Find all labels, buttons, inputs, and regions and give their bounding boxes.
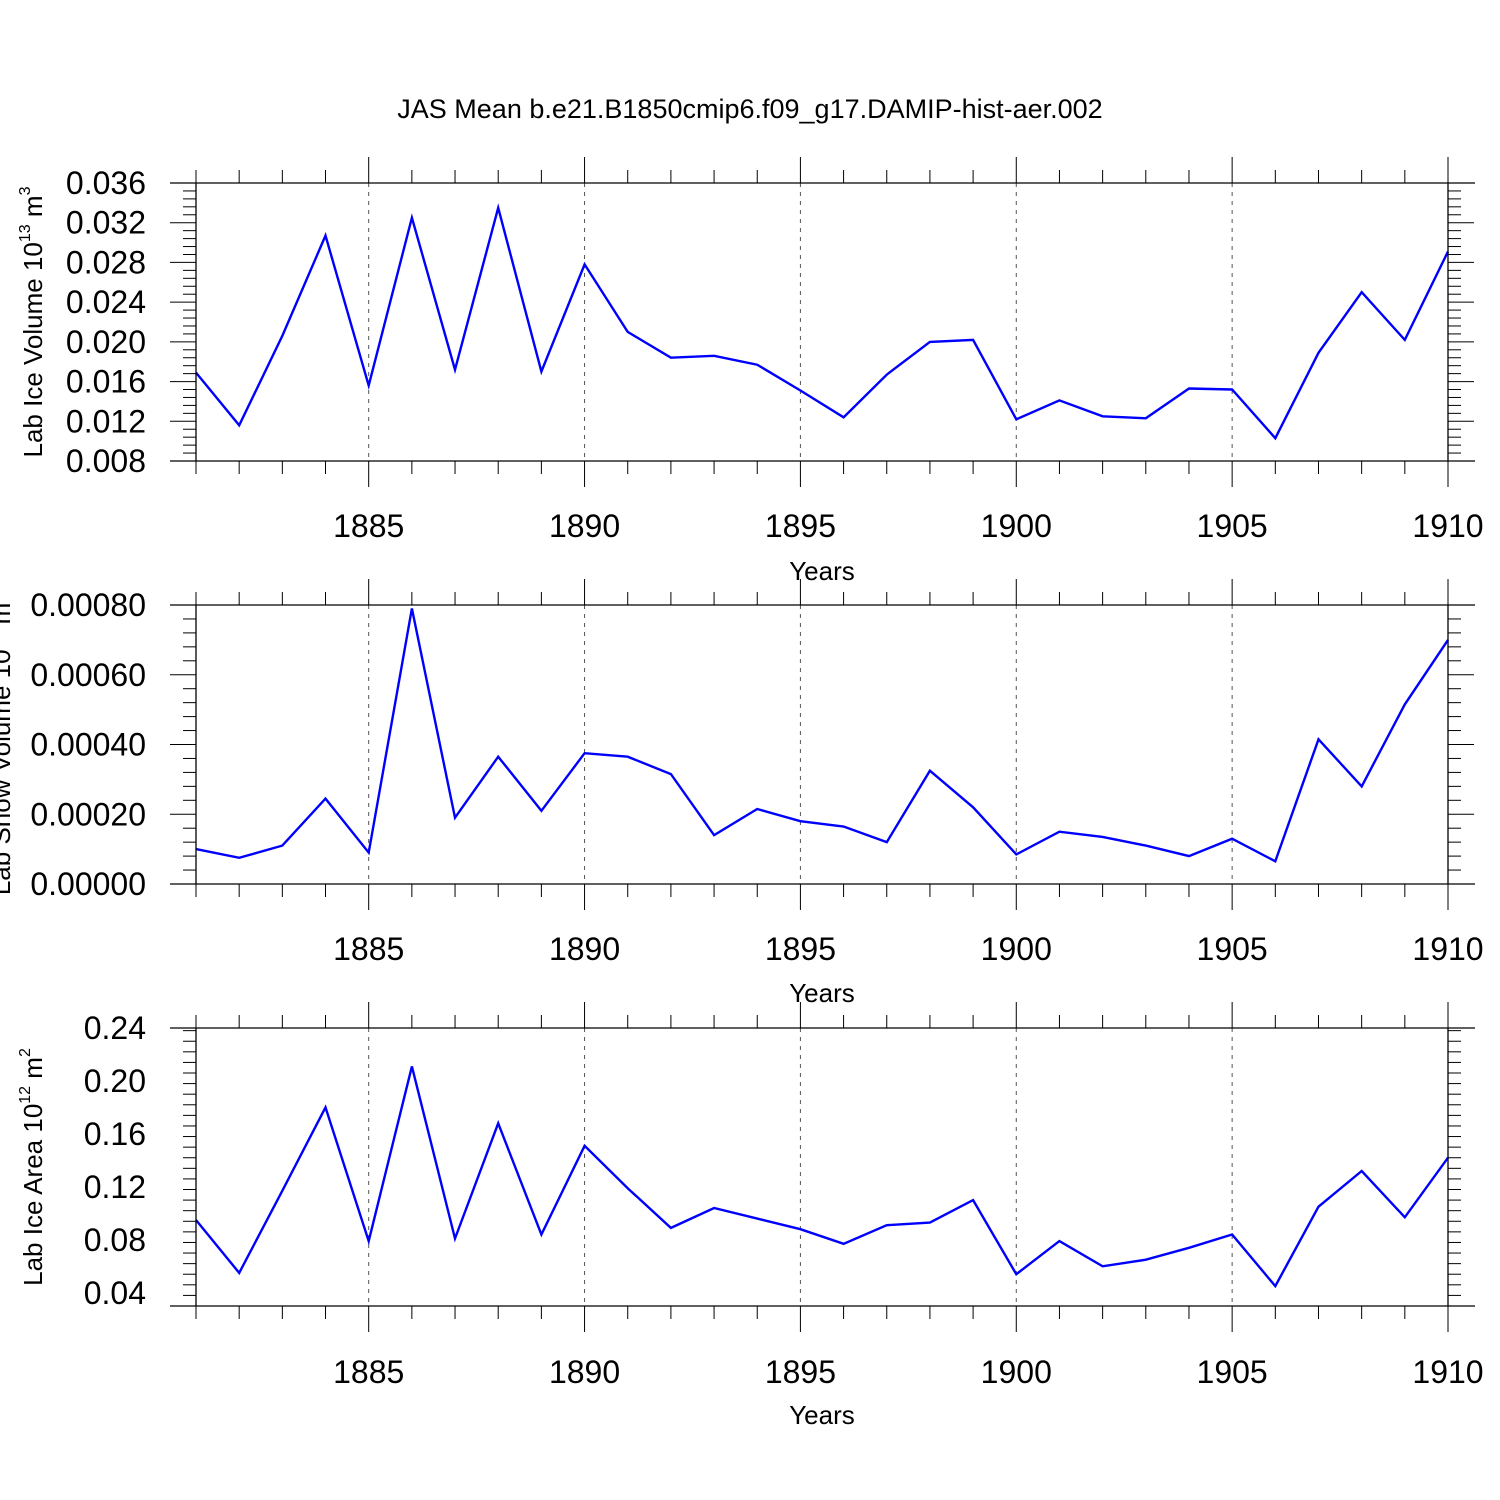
x-tick-label: 1885 [333,508,404,544]
y-tick-label: 0.12 [84,1169,146,1205]
panel-3: 0.04 0.08 0.12 0.16 0.20 0.24 1885 1890 1895 1900… [17,1002,1484,1430]
x-axis-label: Years [789,978,855,1008]
x-tick-label: 1900 [981,508,1052,544]
y-axis-label-clip: Lab Snow Volume 1013 m3 [0,594,16,895]
x-tick-label: 1905 [1197,1354,1268,1390]
svg-text:Lab Ice Area 1012 m2: Lab Ice Area 1012 m2 [17,1048,48,1286]
y-tick-label: 0.00040 [30,727,146,763]
x-tick-label: 1895 [765,931,836,967]
figure-title: JAS Mean b.e21.B1850cmip6.f09_g17.DAMIP-… [397,94,1102,124]
x-tick-label: 1890 [549,931,620,967]
y-tick-label: 0.008 [66,443,146,479]
y-label-unit: m [0,603,16,632]
y-tick-label: 0.016 [66,364,146,400]
svg-text:Lab Snow Volume 1013 m3: Lab Snow Volume 1013 m3 [0,594,16,895]
x-tick-label: 1910 [1412,1354,1483,1390]
x-tick-label: 1900 [981,1354,1052,1390]
x-tick-label: 1905 [1197,508,1268,544]
y-tick-label: 0.020 [66,324,146,360]
series-line [195,203,1450,441]
y-label-text: Lab Ice Volume 10 [18,242,48,457]
y-axis-label: Lab Snow Volume 1013 m3 [0,594,16,895]
y-label-unit: m [18,195,48,224]
y-tick-label: 0.024 [66,284,146,320]
y-tick-label: 0.00000 [30,866,146,902]
y-tick-label: 0.032 [66,205,146,241]
x-tick-label: 1890 [549,1354,620,1390]
y-label-exponent: 13 [0,632,2,650]
y-label-text: Lab Ice Area 10 [18,1104,48,1286]
y-tick-label: 0.012 [66,403,146,439]
y-tick-label: 0.24 [84,1010,146,1046]
svg-text:Lab Ice Volume 1013 m3: Lab Ice Volume 1013 m3 [17,186,48,457]
y-tick-label: 0.00020 [30,796,146,832]
x-tick-label: 1900 [981,931,1052,967]
y-tick-label: 0.028 [66,244,146,280]
y-label-unit-exponent: 3 [17,186,34,195]
x-tick-label: 1910 [1412,931,1483,967]
x-tick-label: 1885 [333,1354,404,1390]
x-tick-label: 1895 [765,508,836,544]
y-label-unit: m [18,1057,48,1086]
x-tick-label: 1905 [1197,931,1268,967]
series-line [195,608,1449,864]
y-axis-label: Lab Ice Area 1012 m2 [17,1048,48,1286]
y-label-exponent: 13 [17,224,34,242]
panel-2: 0.00000 0.00020 0.00040 0.00060 0.00080 1885 1… [0,579,1484,1008]
x-axis-label: Years [789,556,855,586]
y-tick-label: 0.16 [84,1116,146,1152]
y-axis-label: Lab Ice Volume 1013 m3 [17,186,48,457]
x-tick-label: 1895 [765,1354,836,1390]
y-tick-label: 0.00080 [30,587,146,623]
series-line [195,1066,1449,1289]
x-tick-label: 1890 [549,508,620,544]
y-label-exponent: 12 [17,1086,34,1104]
x-tick-label: 1910 [1412,508,1483,544]
y-tick-label: 0.036 [66,165,146,201]
y-label-unit-exponent: 3 [0,594,2,603]
y-tick-label: 0.08 [84,1222,146,1258]
y-tick-label: 0.04 [84,1275,146,1311]
y-tick-label: 0.00060 [30,657,146,693]
y-tick-label: 0.20 [84,1063,146,1099]
x-axis-label: Years [789,1400,855,1430]
x-tick-label: 1885 [333,931,404,967]
y-label-unit-exponent: 2 [17,1048,34,1057]
y-label-text: Lab Snow Volume 10 [0,649,16,895]
